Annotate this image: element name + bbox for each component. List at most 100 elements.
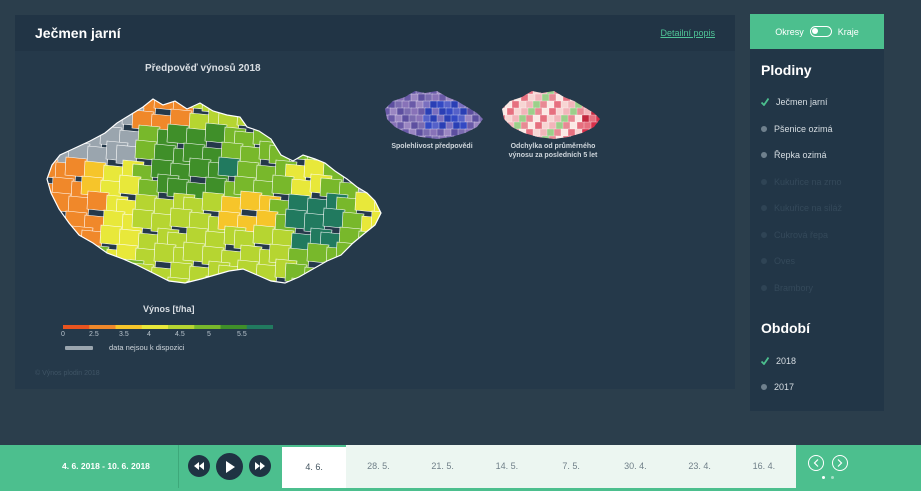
- district-cell[interactable]: [376, 180, 385, 202]
- district-cell[interactable]: [354, 191, 378, 213]
- period-item[interactable]: 2017: [761, 382, 794, 392]
- district-cell[interactable]: [360, 260, 383, 282]
- district-cell[interactable]: [370, 264, 385, 285]
- district-cell[interactable]: [185, 280, 209, 293]
- district-cell[interactable]: [360, 107, 383, 129]
- district-cell[interactable]: [325, 94, 349, 115]
- rewind-button[interactable]: [188, 455, 210, 477]
- district-cell[interactable]: [357, 230, 381, 252]
- district-cell[interactable]: [274, 105, 298, 127]
- district-cell[interactable]: [86, 244, 110, 266]
- district-cell[interactable]: [234, 284, 256, 293]
- district-cell[interactable]: [255, 110, 279, 132]
- yield-forecast-map[interactable]: [35, 93, 385, 293]
- district-cell[interactable]: [271, 174, 295, 196]
- district-cell[interactable]: [36, 211, 59, 233]
- district-cell[interactable]: [341, 157, 365, 179]
- district-cell[interactable]: [309, 281, 333, 293]
- district-cell[interactable]: [36, 265, 59, 286]
- district-cell[interactable]: [335, 241, 359, 263]
- district-cell[interactable]: [370, 210, 385, 232]
- district-cell[interactable]: [303, 266, 327, 287]
- district-cell[interactable]: [83, 259, 107, 281]
- district-cell[interactable]: [83, 106, 107, 128]
- district-cell[interactable]: [376, 279, 385, 293]
- district-cell[interactable]: [48, 245, 72, 267]
- week-tab[interactable]: 16. 4.: [752, 461, 776, 471]
- district-cell[interactable]: [36, 112, 59, 134]
- district-cell[interactable]: [325, 147, 349, 169]
- district-cell[interactable]: [137, 277, 161, 293]
- district-cell[interactable]: [223, 279, 247, 293]
- district-cell[interactable]: [156, 281, 180, 293]
- deviation-mini-map[interactable]: [498, 87, 602, 141]
- district-cell[interactable]: [290, 124, 314, 146]
- district-cell[interactable]: [201, 93, 225, 114]
- district-cell[interactable]: [67, 249, 91, 271]
- district-cell[interactable]: [35, 127, 56, 149]
- district-cell[interactable]: [102, 263, 126, 284]
- district-cell[interactable]: [115, 93, 139, 112]
- district-cell[interactable]: [99, 224, 123, 246]
- district-cell[interactable]: [64, 264, 88, 285]
- district-cell[interactable]: [48, 93, 72, 114]
- district-cell[interactable]: [204, 275, 228, 293]
- toggle-label-regions[interactable]: Kraje: [837, 26, 859, 37]
- district-cell[interactable]: [131, 262, 155, 283]
- district-cell[interactable]: [284, 109, 308, 131]
- district-cell[interactable]: [86, 190, 110, 212]
- district-cell[interactable]: [64, 156, 88, 178]
- forward-button[interactable]: [249, 455, 271, 477]
- district-cell[interactable]: [134, 139, 158, 161]
- district-cell[interactable]: [290, 277, 314, 293]
- district-cell[interactable]: [341, 265, 365, 286]
- district-cell[interactable]: [239, 93, 263, 113]
- district-cell[interactable]: [284, 208, 308, 230]
- district-cell[interactable]: [309, 128, 333, 150]
- reliability-mini-map[interactable]: [381, 87, 485, 141]
- district-cell[interactable]: [131, 208, 155, 230]
- play-button[interactable]: [216, 453, 243, 480]
- district-cell[interactable]: [54, 260, 78, 282]
- prev-page-button[interactable]: [808, 455, 824, 471]
- week-tab[interactable]: 4. 6.: [282, 445, 347, 488]
- district-cell[interactable]: [287, 95, 311, 116]
- district-cell[interactable]: [166, 276, 190, 293]
- district-cell[interactable]: [236, 259, 260, 281]
- district-cell[interactable]: [35, 226, 56, 248]
- district-cell[interactable]: [258, 96, 282, 117]
- week-tab[interactable]: 21. 5.: [431, 461, 454, 471]
- region-toggle-switch[interactable]: [809, 26, 832, 37]
- week-tab[interactable]: 28. 5.: [367, 461, 390, 471]
- district-cell[interactable]: [54, 107, 78, 129]
- period-item[interactable]: 2018: [760, 356, 796, 366]
- district-cell[interactable]: [51, 230, 75, 252]
- district-cell[interactable]: [35, 196, 53, 218]
- district-cell[interactable]: [204, 122, 228, 144]
- district-cell[interactable]: [360, 161, 383, 183]
- crop-item[interactable]: Pšenice ozimá: [761, 124, 833, 134]
- district-cell[interactable]: [338, 280, 362, 293]
- district-cell[interactable]: [188, 157, 212, 179]
- crop-item[interactable]: Řepka ozimá: [761, 150, 827, 160]
- district-cell[interactable]: [51, 275, 75, 293]
- district-cell[interactable]: [64, 111, 88, 133]
- district-cell[interactable]: [306, 242, 330, 264]
- week-tab[interactable]: 7. 5.: [562, 461, 580, 471]
- district-cell[interactable]: [153, 242, 177, 264]
- district-cell[interactable]: [373, 249, 385, 271]
- district-cell[interactable]: [118, 174, 142, 196]
- district-cell[interactable]: [67, 97, 91, 118]
- week-tab[interactable]: 30. 4.: [624, 461, 647, 471]
- district-cell[interactable]: [284, 262, 308, 283]
- district-cell[interactable]: [99, 278, 123, 293]
- district-cell[interactable]: [217, 156, 241, 178]
- district-cell[interactable]: [182, 241, 206, 263]
- district-cell[interactable]: [370, 156, 385, 178]
- district-cell[interactable]: [306, 93, 330, 111]
- district-cell[interactable]: [335, 93, 359, 110]
- district-cell[interactable]: [35, 142, 53, 164]
- district-cells[interactable]: [35, 93, 385, 293]
- week-tab[interactable]: 14. 5.: [495, 461, 519, 471]
- district-cell[interactable]: [338, 127, 362, 149]
